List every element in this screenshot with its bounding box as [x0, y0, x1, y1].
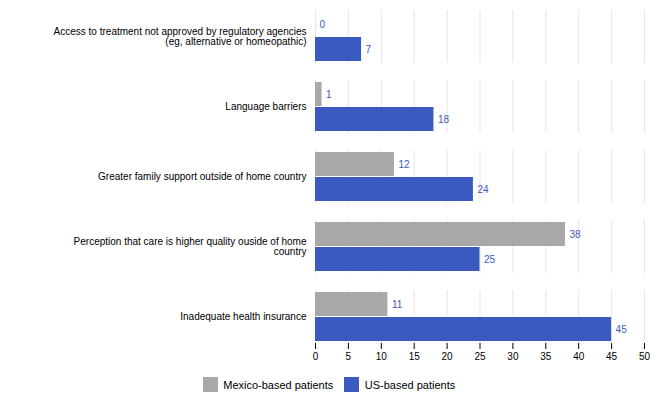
svg-text:50: 50	[639, 351, 651, 362]
svg-text:38: 38	[570, 229, 582, 240]
svg-text:18: 18	[438, 114, 450, 125]
svg-text:30: 30	[507, 351, 519, 362]
svg-text:1: 1	[326, 89, 332, 100]
svg-text:7: 7	[366, 44, 372, 55]
svg-text:0: 0	[313, 351, 319, 362]
svg-text:10: 10	[376, 351, 388, 362]
svg-text:Inadequate health insurance: Inadequate health insurance	[180, 311, 307, 322]
svg-text:25: 25	[484, 254, 496, 265]
svg-text:45: 45	[616, 324, 628, 335]
svg-text:0: 0	[320, 19, 326, 30]
svg-text:35: 35	[540, 351, 552, 362]
svg-text:5: 5	[346, 351, 352, 362]
svg-text:25: 25	[474, 351, 486, 362]
svg-text:Perception that care is higher: Perception that care is higher quality o…	[74, 236, 307, 257]
svg-text:24: 24	[477, 184, 489, 195]
html-text:Mexico-based patients: Mexico-based patients	[223, 378, 334, 391]
svg-text:15: 15	[409, 351, 421, 362]
svg-text:20: 20	[442, 351, 454, 362]
svg-text:11: 11	[392, 299, 403, 310]
svg-text:12: 12	[398, 159, 410, 170]
html-text:US-based patients: US-based patients	[364, 378, 456, 391]
svg-text:Language barriers: Language barriers	[225, 101, 306, 112]
svg-text:Access to treatment not approv: Access to treatment not approved by regu…	[54, 26, 307, 47]
svg-text:45: 45	[606, 351, 618, 362]
svg-text:40: 40	[573, 351, 585, 362]
svg-text:Greater family support outside: Greater family support outside of home c…	[98, 171, 306, 182]
